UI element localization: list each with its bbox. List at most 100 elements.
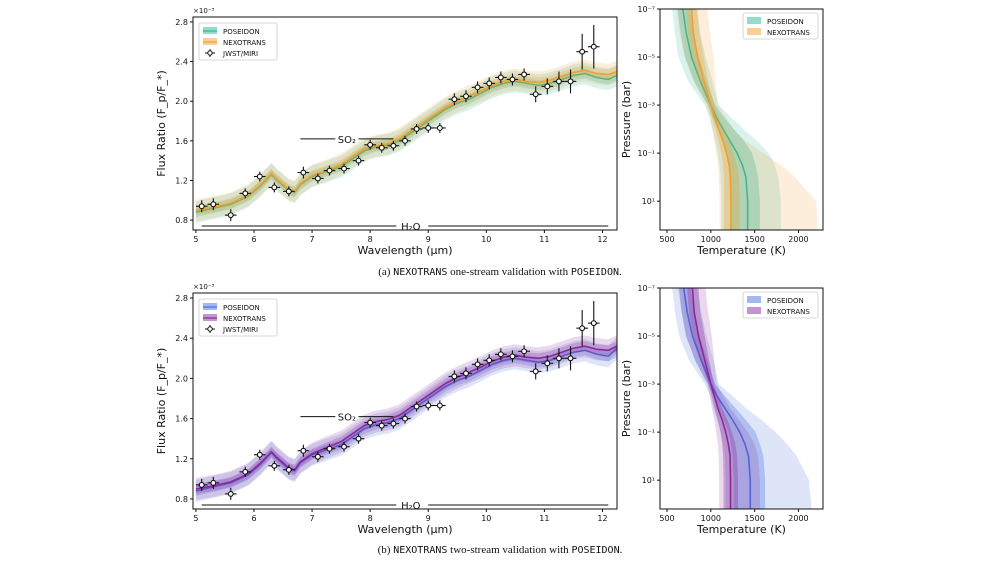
series-line-nexotrans [195, 69, 618, 211]
caption-b-code-1: NEXOTRANS [393, 545, 448, 556]
y-tick-label: 2.8 [175, 294, 188, 303]
data-point [463, 370, 469, 377]
legend-box [742, 291, 819, 319]
caption-a-code-1: NEXOTRANS [393, 267, 448, 278]
data-point [256, 451, 263, 458]
legend-marker-point [207, 50, 213, 56]
x-tick-label: 10 [481, 235, 491, 244]
x-tick-label: 10 [481, 514, 491, 523]
legend-label: JWST/MIRI [222, 50, 258, 58]
data-point [198, 481, 205, 488]
data-point [227, 212, 234, 219]
data-point [402, 415, 408, 422]
legend: POSEIDON NEXOTRANS [742, 291, 819, 319]
y-tick-label: 10⁻⁵ [637, 332, 655, 341]
annotation-label: H₂O [401, 222, 421, 233]
x-axis-label: Wavelength (μm) [357, 244, 452, 257]
data-point [314, 453, 321, 460]
y-tick-label: 1.6 [175, 415, 188, 424]
data-point [544, 83, 551, 90]
data-point [413, 125, 420, 132]
y-tick-label: 1.6 [175, 137, 188, 146]
y-tick-label: 10¹ [642, 197, 655, 206]
caption-b: (b) NEXOTRANS two-stream validation with… [0, 544, 1000, 556]
data-point [567, 355, 574, 362]
median-line-poseidon [681, 8, 749, 230]
caption-b-prefix: (b) [377, 544, 394, 556]
y-axis-label: Flux Ratio (F_p/F_*) [155, 348, 168, 455]
data-point [390, 420, 397, 427]
caption-b-middle: two-stream validation with [447, 544, 572, 556]
data-point [285, 188, 292, 195]
x-axis-label: Temperature (K) [696, 523, 786, 536]
data-point [285, 466, 292, 473]
x-tick-label: 11 [539, 514, 549, 523]
caption-a-suffix: . [619, 266, 622, 278]
annotation-label: SO₂ [338, 135, 356, 146]
axis-exponent: ×10⁻³ [193, 7, 214, 15]
data-point [497, 351, 504, 358]
data-point [326, 167, 333, 174]
y-tick-label: 2.4 [175, 334, 188, 343]
plot-frame [192, 292, 618, 510]
x-tick-label: 7 [310, 514, 315, 523]
plot-frame [659, 8, 824, 231]
data-point [579, 48, 586, 55]
data-point [341, 165, 347, 172]
data-point [227, 490, 234, 497]
data-point [497, 74, 504, 81]
data-point [242, 468, 249, 475]
legend-box [198, 22, 278, 61]
y-tick-label: 10⁻³ [637, 101, 655, 110]
legend-box [198, 298, 278, 337]
legend-box [742, 12, 819, 40]
data-point [242, 190, 249, 197]
data-point [521, 348, 528, 355]
legend-label: POSEIDON [767, 18, 804, 26]
legend-swatch [747, 296, 761, 303]
legend-label: NEXOTRANS [767, 308, 810, 316]
median-line-nexotrans [690, 8, 732, 230]
caption-a-code-2: POSEIDON [570, 267, 619, 278]
legend-label: NEXOTRANS [223, 315, 266, 323]
data-point [378, 422, 385, 429]
caption-b-code-2: POSEIDON [571, 545, 620, 556]
y-axis-label: Flux Ratio (F_p/F_*) [155, 70, 168, 177]
data-point [436, 402, 443, 409]
band-poseidon [195, 68, 617, 218]
plot-frame [659, 287, 824, 510]
x-tick-label: 12 [597, 514, 607, 523]
y-tick-label: 1.2 [175, 176, 188, 185]
data-point [567, 78, 574, 85]
annotation-label: H₂O [401, 501, 421, 512]
x-tick-label: 11 [539, 235, 549, 244]
series-line-nexotrans [195, 345, 618, 490]
x-tick-label: 1500 [744, 235, 764, 244]
data-point [521, 71, 528, 78]
x-tick-label: 6 [251, 514, 256, 523]
data-point [555, 78, 562, 85]
x-tick-label: 6 [251, 235, 256, 244]
x-axis-label: Temperature (K) [696, 244, 786, 257]
envelope-nexotrans [676, 9, 818, 230]
x-tick-label: 9 [426, 514, 431, 523]
caption-a: (a) NEXOTRANS one-stream validation with… [0, 266, 1000, 278]
data-point [579, 325, 586, 332]
legend-swatch [747, 17, 761, 24]
x-tick-label: 1000 [701, 514, 721, 523]
x-tick-label: 500 [659, 514, 674, 523]
y-tick-label: 10⁻⁵ [637, 53, 655, 62]
band-poseidon [195, 343, 617, 496]
legend-swatch [747, 307, 761, 314]
data-point [300, 169, 307, 176]
data-point [210, 479, 217, 486]
data-point [532, 368, 539, 375]
data-point [413, 403, 420, 410]
y-tick-label: 10⁻⁷ [637, 5, 655, 14]
data-point [509, 353, 516, 360]
x-tick-label: 5 [193, 514, 198, 523]
data-point [326, 445, 333, 452]
y-axis-label: Pressure (bar) [620, 81, 633, 158]
median-line-poseidon [682, 287, 752, 509]
spectrum-panel-0: SO₂ H₂O 5 6 7 8 9 10 11 12 0.8 1.2 1.6 2.0 2.4 2.8 ×10⁻³… [155, 7, 618, 257]
